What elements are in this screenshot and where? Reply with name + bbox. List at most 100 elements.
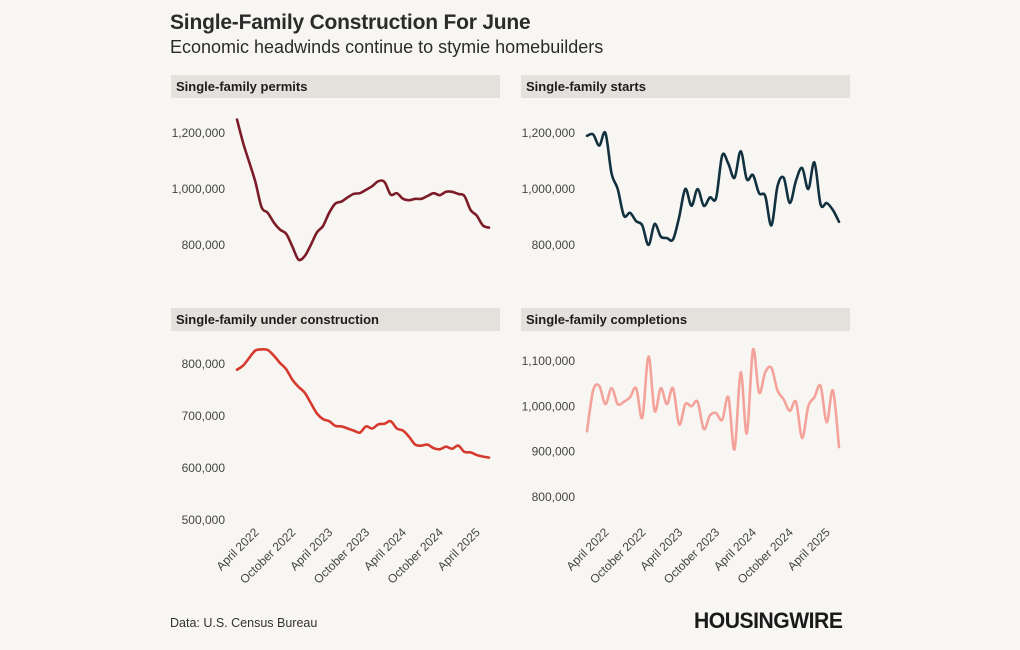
completions-data-point [758,391,761,394]
completions-data-point [764,371,767,374]
starts-y-tick-label: 800,000 [532,238,576,252]
permits-data-point [475,214,478,217]
under-construction-data-point [346,427,349,430]
permits-data-point [414,198,417,201]
starts-data-point [813,161,816,164]
under-construction-data-point [260,348,263,351]
completions-data-point [782,398,785,401]
permits-data-point [279,228,282,231]
under-construction-data-point [445,445,448,448]
under-construction-data-point [353,429,356,432]
under-construction-data-point [389,420,392,423]
permits-data-point [439,194,442,197]
under-construction-data-point [402,429,405,432]
starts-data-point [641,224,644,227]
under-construction-data-point [266,349,269,352]
completions-data-point [623,401,626,404]
permits-data-point [402,198,405,201]
completions-data-point [795,401,798,404]
permits-data-point [291,245,294,248]
completions-data-point [604,403,607,406]
permits-data-point [266,212,269,215]
housingwire-logo: HOUSINGWIRE [694,608,843,633]
completions-data-point [715,412,718,415]
permits-data-point [328,212,331,215]
permits-data-point [359,192,362,195]
permits-data-point [242,142,245,145]
permits-data-point [408,199,411,202]
panel-title-completions: Single-family completions [521,308,850,331]
starts-data-point [684,188,687,191]
completions-data-point [832,389,835,392]
completions-data-point [586,430,589,433]
completions-series-line [585,348,841,451]
starts-data-point [832,209,835,212]
permits-data-point [389,193,392,196]
under-construction-data-point [377,423,380,426]
starts-data-point [776,185,779,188]
permits-data-point [463,195,466,198]
under-construction-data-point [396,427,399,430]
starts-data-point [838,221,841,224]
completions-data-point [684,403,687,406]
panel-title-under-construction: Single-family under construction [171,308,500,331]
under-construction-data-point [488,456,491,459]
under-construction-data-point [316,412,319,415]
permits-data-point [254,181,257,184]
permits-data-point [396,192,399,195]
under-construction-y-tick-label: 800,000 [182,357,226,371]
starts-data-point [770,224,773,227]
starts-data-point [789,202,792,205]
permits-data-point [482,224,485,227]
permits-data-point [420,198,423,201]
under-construction-data-point [236,368,239,371]
permits-data-point [340,200,343,203]
completions-data-point [690,405,693,408]
starts-data-point [752,174,755,177]
completions-data-point [610,387,613,390]
completions-data-point [678,423,681,426]
starts-data-point [764,195,767,198]
under-construction-data-point [254,349,257,352]
starts-data-point [715,197,718,200]
under-construction-data-point [285,368,288,371]
starts-data-point [660,235,663,238]
under-construction-data-point [451,448,454,451]
panel-title-permits: Single-family permits [171,75,500,98]
permits-data-point [365,189,368,192]
under-construction-data-point [371,427,374,430]
permits-y-tick-label: 800,000 [182,238,226,252]
completions-data-point [721,419,724,422]
under-construction-data-point [365,425,368,428]
under-construction-data-point [482,455,485,458]
completions-data-point [789,410,792,413]
under-construction-data-point [439,448,442,451]
starts-data-point [758,192,761,195]
completions-data-point [819,385,822,388]
starts-data-point [678,216,681,219]
completions-data-point [838,446,841,449]
under-construction-data-point [248,357,251,360]
starts-data-point [801,167,804,170]
starts-data-point [727,163,730,166]
permits-y-tick-label: 1,200,000 [172,126,226,140]
completions-data-point [647,355,650,358]
under-construction-data-point [469,451,472,454]
completions-data-point [629,396,632,399]
permits-data-point [457,193,460,196]
permits-data-point [445,191,448,194]
permits-data-point [377,180,380,183]
starts-data-point [629,212,632,215]
completions-data-point [635,387,638,390]
starts-data-point [616,188,619,191]
under-construction-data-point [328,420,331,423]
starts-data-point [782,177,785,180]
under-construction-data-point [310,402,313,405]
starts-data-point [672,238,675,241]
starts-data-point [825,202,828,205]
under-construction-data-point [303,391,306,394]
completions-data-point [752,348,755,351]
under-construction-data-point [426,443,429,446]
starts-data-point [807,188,810,191]
completions-data-point [825,421,828,424]
